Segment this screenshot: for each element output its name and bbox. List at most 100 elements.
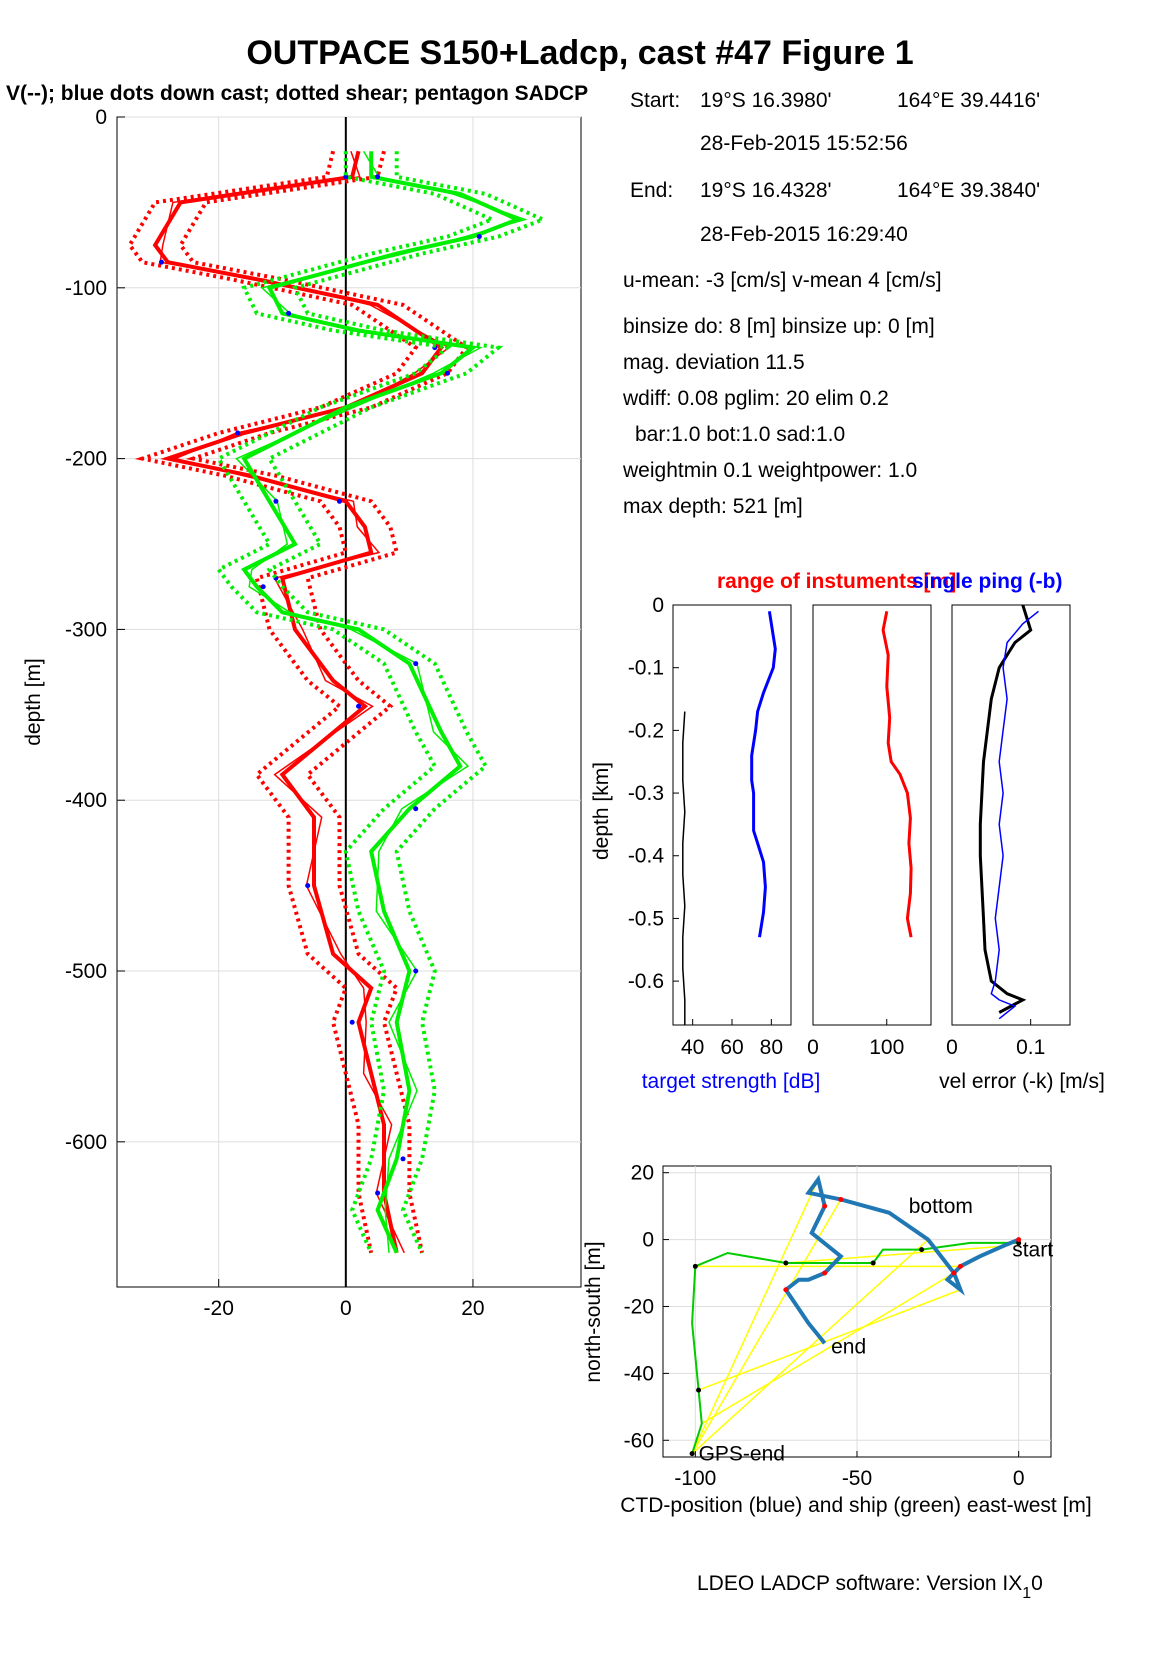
info-start-lon: 164°E 39.4416' [897, 89, 1040, 112]
profile-u-downcast-dot [305, 883, 311, 889]
profile-ytick-label: -500 [65, 960, 107, 983]
range-xtick-label: 100 [869, 1036, 904, 1059]
target-xlabel: target strength [dB] [642, 1070, 821, 1093]
info-end-label: End: [630, 179, 673, 202]
profile-v-downcast-dot [375, 174, 381, 180]
info-weights: bar:1.0 bot:1.0 sad:1.0 [635, 423, 845, 446]
position-ytick-label: -40 [624, 1362, 654, 1385]
profile-v-downcast-dot [413, 806, 419, 812]
profile-u-downcast-dot [336, 498, 342, 504]
profile-u-downcast-dot [158, 259, 164, 265]
profile-u-downcast-dot [375, 1190, 381, 1196]
range-panel: 0 100 [807, 604, 932, 1059]
footer-end: 0 [1031, 1572, 1043, 1595]
profile-axes-box [116, 116, 582, 1288]
info-magdev: mag. deviation 11.5 [623, 351, 805, 374]
vel-error-panel: 0 0.1 vel error (-k) [m/s] [939, 604, 1105, 1093]
footer-main: LDEO LADCP software: Version IX [697, 1572, 1022, 1595]
target-ytick-label: -0.6 [628, 970, 664, 993]
profile-v-downcast-dot [413, 968, 419, 974]
target-strength-panel: 40 60 80 0 -0.1 -0.2 -0.3 -0.4 -0.5 -0.6 depth [k… [590, 594, 820, 1093]
position-ctd-marker [822, 1203, 828, 1209]
vel-title: single ping (-b) [912, 570, 1062, 593]
info-start-time: 28-Feb-2015 15:52:56 [700, 132, 908, 155]
position-panel: start end bottom GPS-end -100 -50 0 20 0 -20 -40 -… [582, 1162, 1092, 1517]
target-xtick-label: 40 [681, 1036, 704, 1059]
position-connector-line [785, 1245, 1003, 1264]
position-annotation-bottom: bottom [909, 1195, 973, 1218]
position-ship-marker [689, 1451, 695, 1457]
range-series-line [881, 611, 913, 938]
profile-v-downcast-dot [286, 310, 292, 316]
position-ship-marker [870, 1260, 876, 1266]
figure-title: OUTPACE S150+Ladcp, cast #47 Figure 1 [246, 34, 913, 72]
position-ctd-marker [838, 1196, 844, 1202]
position-connector-line [698, 1289, 961, 1391]
profile-ytick-label: 0 [95, 106, 107, 129]
position-annotation-start: start [1012, 1239, 1053, 1262]
profile-xtick-label: 20 [461, 1297, 484, 1320]
info-means: u-mean: -3 [cm/s] v-mean 4 [cm/s] [623, 269, 942, 292]
profile-v-downcast-dot [476, 234, 482, 240]
profile-v-downcast-dot [400, 1156, 406, 1162]
footer-text: LDEO LADCP software: Version IX10 [697, 1572, 1043, 1602]
target-ytick-label: -0.1 [628, 657, 664, 680]
profile-u-shear-right [178, 150, 470, 1254]
info-weightmin: weightmin 0.1 weightpower: 1.0 [622, 459, 917, 482]
target-xtick-label: 60 [720, 1036, 743, 1059]
profile-v-shear-right [266, 151, 549, 1254]
target-ytick-label: -0.3 [628, 782, 664, 805]
position-ytick-label: -20 [624, 1295, 654, 1318]
profile-v-downcast-dot [413, 661, 419, 667]
info-end-lat: 19°S 16.4328' [700, 179, 832, 202]
position-connector-line [691, 1199, 842, 1455]
position-xtick-label: 0 [1013, 1467, 1025, 1490]
position-ship-marker [783, 1260, 789, 1266]
footer-subscript: 1 [1022, 1585, 1031, 1602]
figure-subtitle: V(--); blue dots down cast; dotted shear… [6, 82, 588, 105]
position-ytick-label: 20 [631, 1162, 654, 1185]
info-start-label: Start: [630, 89, 680, 112]
position-connector-line [691, 1239, 929, 1455]
position-ytick-label: -60 [624, 1429, 654, 1452]
position-ctd-marker [951, 1270, 957, 1276]
vel-xtick-label: 0 [946, 1036, 958, 1059]
position-xtick-label: -50 [842, 1467, 872, 1490]
position-ctd-marker [957, 1263, 963, 1269]
position-ship-marker [696, 1387, 702, 1393]
vel-series-line [990, 610, 1039, 1020]
info-wdiff: wdiff: 0.08 pglim: 20 elim 0.2 [622, 387, 889, 410]
target-ylabel: depth [km] [590, 762, 613, 860]
target-series-line [750, 611, 777, 938]
profile-u-downcast-dot [349, 1019, 355, 1025]
range-title: range of instuments [m] [717, 570, 956, 593]
target-ytick-label: -0.2 [628, 719, 664, 742]
profile-ytick-label: -100 [65, 277, 107, 300]
position-ctd-marker [783, 1287, 789, 1293]
profile-v-downcast-dot [445, 370, 451, 376]
target-ytick-label: 0 [652, 594, 664, 617]
target-ytick-label: -0.5 [628, 907, 664, 930]
profile-ylabel: depth [m] [22, 658, 45, 746]
range-xtick-label: 0 [807, 1036, 819, 1059]
profile-xtick-label: 0 [340, 1297, 352, 1320]
profile-plot: -20 0 200-100-200-300-400-500-600 depth [m… [22, 106, 582, 1320]
profile-ytick-label: -600 [65, 1131, 107, 1154]
vel-xlabel: vel error (-k) [m/s] [939, 1070, 1105, 1093]
position-connector-line [701, 1272, 955, 1425]
target-ytick-label: -0.4 [628, 845, 665, 868]
info-start-lat: 19°S 16.3980' [700, 89, 832, 112]
info-block: Start: 19°S 16.3980' 164°E 39.4416' 28-F… [622, 89, 1040, 518]
info-binsize: binsize do: 8 [m] binsize up: 0 [m] [623, 315, 935, 338]
position-ctd-marker [1016, 1237, 1022, 1243]
position-ship-marker [919, 1247, 925, 1253]
profile-u-line [152, 150, 445, 1254]
position-annotation-end: end [831, 1336, 866, 1359]
profile-ytick-label: -300 [65, 618, 107, 641]
profile-u-downcast-dot [343, 174, 349, 180]
profile-v-downcast-dot [273, 498, 279, 504]
profile-ytick-label: -400 [65, 789, 107, 812]
position-xlabel: CTD-position (blue) and ship (green) eas… [620, 1494, 1092, 1517]
info-end-lon: 164°E 39.3840' [897, 179, 1040, 202]
